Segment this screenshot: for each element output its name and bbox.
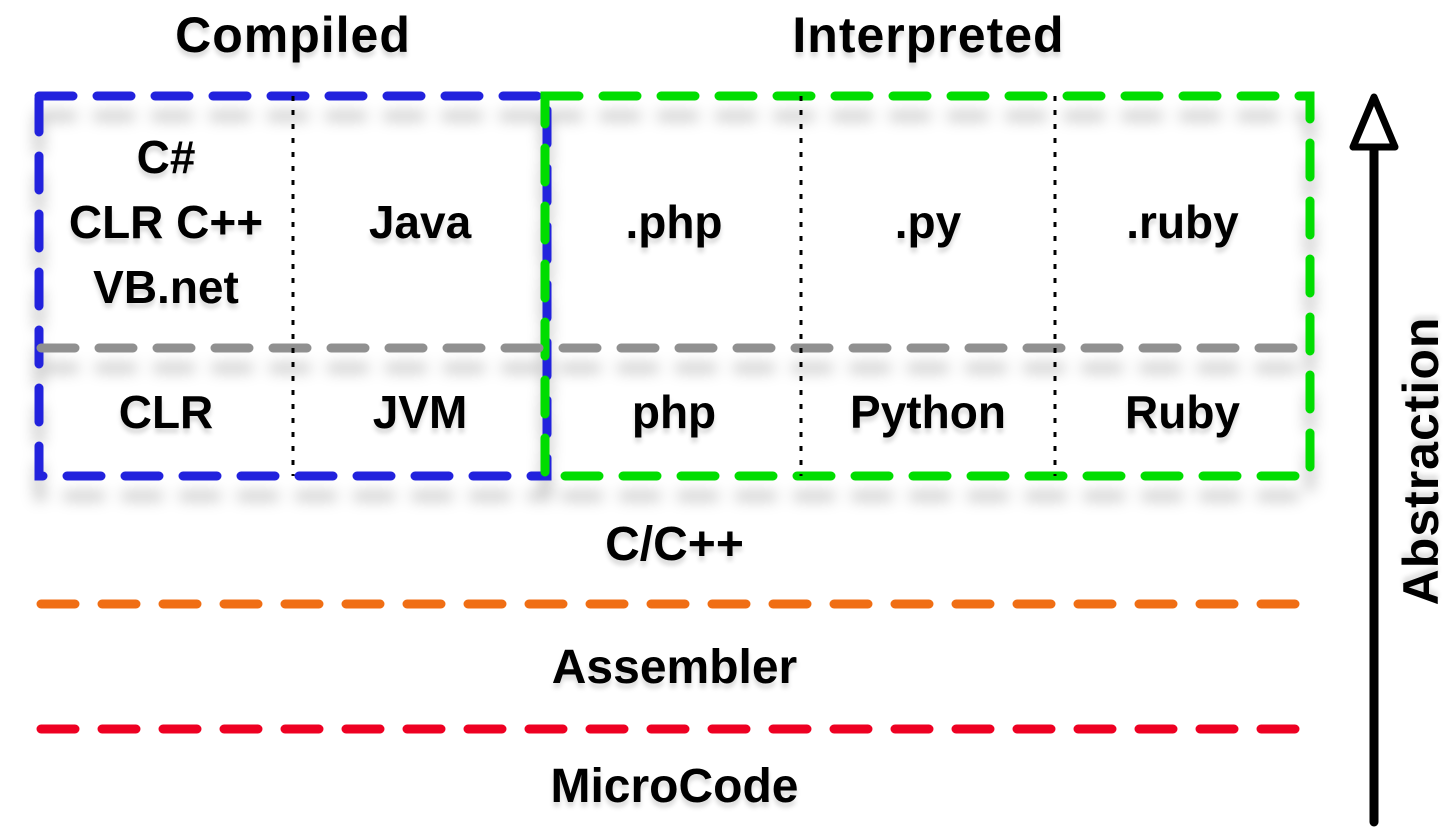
level-ccpp: C/C++: [605, 518, 744, 571]
level-microcode: MicroCode: [550, 760, 799, 813]
cell-php-script: .php: [547, 96, 801, 348]
java-language-label: Java: [368, 195, 472, 248]
dotnet-language-csharp: C#: [136, 130, 196, 183]
ruby-script-label: .ruby: [1126, 195, 1239, 248]
cell-python-interpreter: Python: [801, 348, 1055, 477]
abstraction-arrow-head: [1349, 93, 1399, 151]
compiled-heading: Compiled: [175, 7, 411, 63]
cell-java-language: Java: [293, 96, 547, 348]
php-interpreter-label: php: [631, 386, 717, 438]
jvm-runtime-label: JVM: [372, 386, 468, 438]
interpreted-box-border: [540, 91, 1315, 481]
ruby-interpreter-label: Ruby: [1125, 386, 1240, 438]
abstraction-arrow: [1349, 93, 1399, 827]
abstraction-axis-label: Abstraction: [1393, 316, 1449, 606]
py-script-label: .py: [894, 195, 962, 248]
cell-ruby-interpreter: Ruby: [1055, 348, 1310, 477]
interpreted-heading: Interpreted: [792, 7, 1065, 63]
cell-jvm-runtime: JVM: [293, 348, 547, 477]
cell-ruby-script: .ruby: [1055, 96, 1310, 348]
cell-clr-runtime: CLR: [39, 348, 293, 477]
python-interpreter-label: Python: [850, 386, 1006, 438]
level-assembler: Assembler: [551, 641, 798, 694]
cell-dotnet-languages: C# CLR C++ VB.net: [39, 96, 293, 348]
clr-runtime-label: CLR: [118, 386, 214, 438]
cell-php-interpreter: php: [547, 348, 801, 477]
dotnet-language-vbnet: VB.net: [93, 260, 239, 313]
cell-py-script: .py: [801, 96, 1055, 348]
dotnet-language-clr-cpp: CLR C++: [68, 195, 264, 248]
php-script-label: .php: [625, 195, 723, 248]
